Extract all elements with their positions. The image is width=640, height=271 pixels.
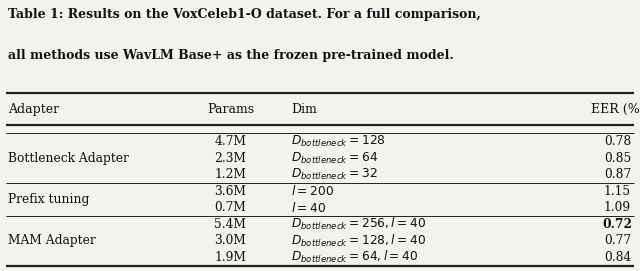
- Text: 3.6M: 3.6M: [214, 185, 246, 198]
- Text: 3.0M: 3.0M: [214, 234, 246, 247]
- Text: $l = 200$: $l = 200$: [291, 184, 334, 198]
- Text: 0.87: 0.87: [604, 168, 631, 181]
- Text: EER (%): EER (%): [591, 103, 640, 115]
- Text: 1.2M: 1.2M: [214, 168, 246, 181]
- Text: 0.84: 0.84: [604, 251, 631, 264]
- Text: 1.15: 1.15: [604, 185, 631, 198]
- Text: Bottleneck Adapter: Bottleneck Adapter: [8, 152, 129, 164]
- Text: 1.9M: 1.9M: [214, 251, 246, 264]
- Text: $l = 40$: $l = 40$: [291, 201, 326, 215]
- Text: 0.78: 0.78: [604, 135, 631, 148]
- Text: $D_{\mathit{bottleneck}} = 64$: $D_{\mathit{bottleneck}} = 64$: [291, 151, 378, 166]
- Text: Adapter: Adapter: [8, 103, 59, 115]
- Text: Prefix tuning: Prefix tuning: [8, 193, 89, 206]
- Text: all methods use WavLM Base+ as the frozen pre-trained model.: all methods use WavLM Base+ as the froze…: [8, 49, 453, 62]
- Text: Dim: Dim: [291, 103, 317, 115]
- Text: 0.72: 0.72: [603, 218, 632, 231]
- Text: $D_{\mathit{bottleneck}} = 64, l = 40$: $D_{\mathit{bottleneck}} = 64, l = 40$: [291, 249, 419, 265]
- Text: 2.3M: 2.3M: [214, 152, 246, 164]
- Text: $D_{\mathit{bottleneck}} = 128$: $D_{\mathit{bottleneck}} = 128$: [291, 134, 386, 149]
- Text: 4.7M: 4.7M: [214, 135, 246, 148]
- Text: $D_{\mathit{bottleneck}} = 128, l = 40$: $D_{\mathit{bottleneck}} = 128, l = 40$: [291, 233, 426, 249]
- Text: 0.77: 0.77: [604, 234, 631, 247]
- Text: MAM Adapter: MAM Adapter: [8, 234, 95, 247]
- Text: 1.09: 1.09: [604, 201, 631, 214]
- Text: $D_{\mathit{bottleneck}} = 32$: $D_{\mathit{bottleneck}} = 32$: [291, 167, 378, 182]
- Text: 0.85: 0.85: [604, 152, 631, 164]
- Text: 0.7M: 0.7M: [214, 201, 246, 214]
- Text: $D_{\mathit{bottleneck}} = 256, l = 40$: $D_{\mathit{bottleneck}} = 256, l = 40$: [291, 216, 426, 232]
- Text: 5.4M: 5.4M: [214, 218, 246, 231]
- Text: Params: Params: [207, 103, 254, 115]
- Text: Table 1: Results on the VoxCeleb1-O dataset. For a full comparison,: Table 1: Results on the VoxCeleb1-O data…: [8, 8, 481, 21]
